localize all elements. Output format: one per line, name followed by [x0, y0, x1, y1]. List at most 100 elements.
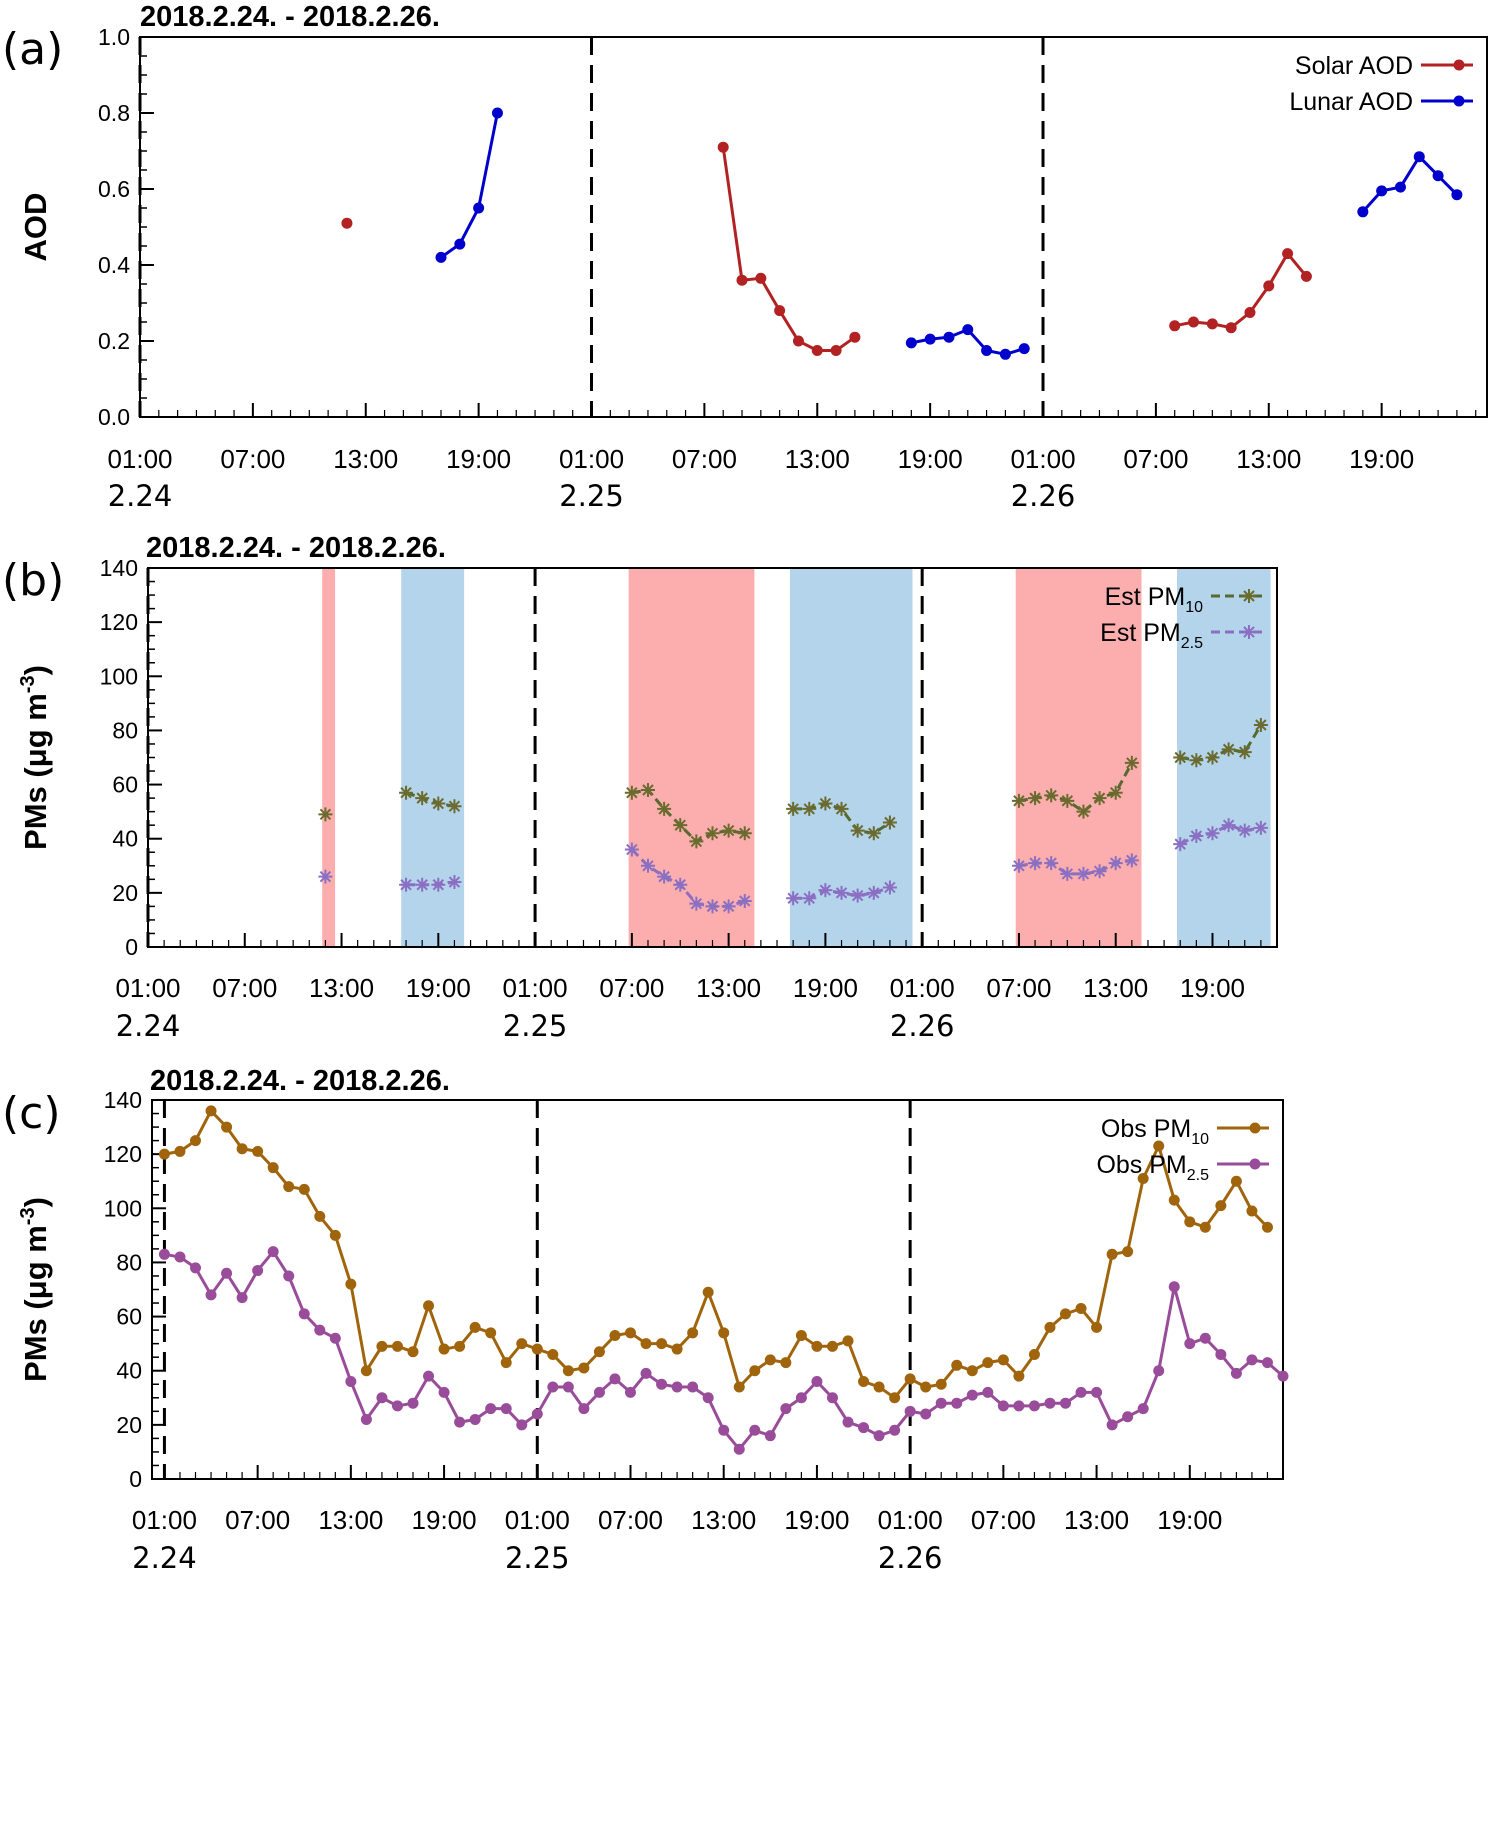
data-point-0	[1013, 1370, 1025, 1382]
data-point-1	[1253, 820, 1268, 835]
data-point-0	[842, 1335, 854, 1347]
y-tick-label: 40	[116, 1358, 142, 1384]
data-point-1	[1106, 1419, 1118, 1431]
data-point-0	[780, 1357, 792, 1369]
data-point-0	[866, 826, 881, 841]
data-point-0	[1106, 1248, 1118, 1260]
data-point-0	[469, 1321, 481, 1333]
data-point-0	[935, 1378, 947, 1390]
data-point-1	[531, 1408, 543, 1420]
legend-marker-1	[1242, 625, 1256, 639]
x-tick-label: 07:00	[212, 973, 277, 1003]
data-point-1	[345, 1376, 357, 1388]
date-label: 2.26	[890, 1009, 955, 1043]
data-point-0	[1230, 1175, 1242, 1187]
data-point-1	[473, 202, 485, 214]
data-point-0	[920, 1381, 932, 1393]
data-point-0	[811, 345, 823, 356]
data-point-0	[283, 1181, 295, 1193]
data-point-1	[904, 1405, 916, 1417]
legend-marker-0	[1249, 1122, 1261, 1134]
data-point-1	[609, 1373, 621, 1385]
data-point-0	[802, 801, 817, 816]
data-point-1	[882, 880, 897, 895]
data-point-0	[298, 1183, 310, 1195]
data-point-1	[1168, 1281, 1180, 1293]
data-point-1	[1060, 866, 1075, 881]
y-axis-label: PMs (μg m-3)	[17, 1197, 53, 1382]
x-tick-label: 19:00	[412, 1505, 477, 1535]
panel-label: (c)	[2, 1088, 61, 1139]
data-point-0	[1300, 270, 1312, 282]
data-point-1	[283, 1270, 295, 1282]
y-axis-label-close: )	[18, 665, 53, 675]
y-tick-label: 100	[104, 1195, 142, 1221]
data-point-0	[687, 1327, 699, 1339]
data-point-0	[190, 1135, 201, 1147]
legend-label-0: Est PM10	[1105, 583, 1203, 616]
y-tick-label: 60	[116, 1304, 142, 1330]
shade-band-lunar-1	[401, 568, 465, 947]
data-point-0	[818, 796, 833, 811]
data-point-1	[981, 345, 993, 356]
data-point-1	[625, 1386, 636, 1398]
data-point-0	[717, 141, 729, 153]
y-axis-label-sup: -3	[17, 675, 39, 693]
x-tick-label: 07:00	[220, 444, 285, 474]
data-point-1	[811, 1376, 823, 1388]
data-point-0	[423, 1300, 435, 1312]
x-tick-label: 01:00	[505, 1505, 570, 1535]
series-line-1	[406, 880, 455, 887]
data-point-1	[174, 1251, 186, 1263]
data-point-1	[850, 888, 865, 903]
data-point-1	[999, 348, 1011, 360]
data-point-0	[873, 1381, 885, 1393]
panel-label: (a)	[2, 24, 63, 75]
x-tick-label: 13:00	[318, 1505, 383, 1535]
data-point-1	[1189, 829, 1204, 844]
x-tick-label: 19:00	[446, 444, 511, 474]
data-point-1	[982, 1386, 994, 1398]
data-point-1	[786, 891, 801, 906]
data-point-0	[329, 1229, 341, 1241]
data-point-0	[1044, 788, 1059, 803]
data-point-0	[951, 1359, 963, 1371]
data-point-1	[962, 324, 974, 336]
shade-band-lunar-5	[1177, 568, 1271, 947]
x-tick-label: 13:00	[691, 1505, 756, 1535]
data-point-1	[749, 1424, 761, 1436]
date-label: 2.26	[878, 1541, 943, 1575]
data-point-0	[1028, 1348, 1040, 1360]
shade-band-solar-2	[628, 568, 755, 947]
data-point-0	[640, 782, 655, 797]
x-tick-label: 13:00	[1064, 1505, 1129, 1535]
data-point-0	[1060, 1308, 1071, 1320]
data-point-0	[236, 1143, 248, 1155]
data-point-1	[314, 1324, 326, 1336]
data-point-1	[469, 1413, 481, 1425]
y-tick-label: 1.0	[98, 24, 130, 50]
date-label: 2.24	[108, 479, 173, 513]
data-point-0	[345, 1278, 357, 1290]
data-point-1	[834, 885, 849, 900]
data-point-1	[656, 1378, 668, 1390]
data-point-1	[951, 1397, 963, 1409]
data-point-1	[737, 893, 752, 908]
data-point-1	[1237, 823, 1252, 838]
y-tick-label: 100	[100, 663, 138, 689]
data-point-1	[640, 858, 655, 873]
shade-band-solar-4	[1015, 568, 1142, 947]
data-point-1	[298, 1308, 310, 1320]
legend-name: Est PM	[1105, 583, 1186, 611]
legend-label-1: Est PM2.5	[1100, 619, 1203, 652]
data-point-0	[1188, 316, 1200, 328]
data-point-0	[1253, 718, 1268, 733]
data-point-0	[640, 1338, 652, 1350]
y-tick-label: 0.2	[98, 328, 130, 354]
data-point-0	[774, 305, 786, 317]
data-point-1	[593, 1386, 605, 1398]
data-point-1	[491, 107, 503, 119]
data-point-0	[318, 807, 333, 822]
data-point-1	[1028, 856, 1043, 871]
data-point-0	[671, 1343, 683, 1355]
